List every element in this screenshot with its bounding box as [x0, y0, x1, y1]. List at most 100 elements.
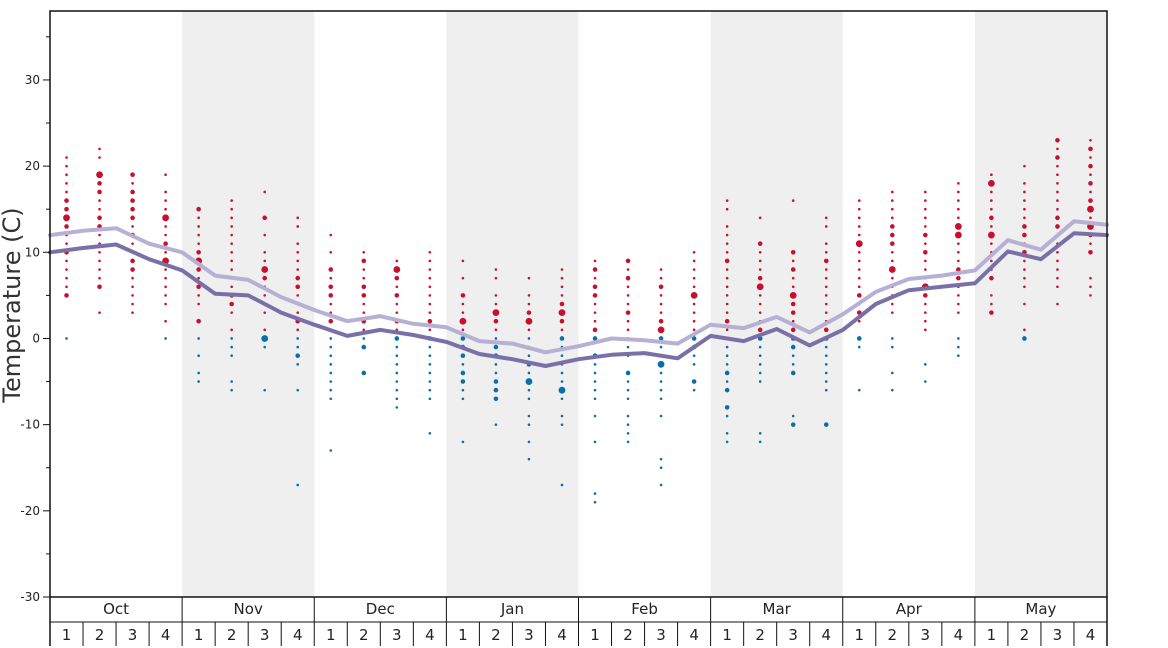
temperature-dot	[824, 354, 828, 358]
month-band-may	[974, 11, 1107, 597]
temperature-dot	[130, 258, 135, 264]
month-label: Oct	[103, 600, 129, 618]
temperature-dot	[263, 388, 267, 392]
temperature-dot	[957, 199, 960, 202]
temperature-dot	[790, 310, 796, 315]
temperature-dot	[791, 285, 795, 289]
temperature-dot	[98, 233, 101, 237]
temperature-dot	[197, 216, 200, 220]
temperature-dot	[593, 276, 597, 280]
temperature-dot	[890, 302, 894, 306]
temperature-dot	[494, 363, 498, 366]
temperature-dot	[593, 319, 597, 323]
temperature-dot	[658, 284, 664, 290]
temperature-dot	[493, 318, 499, 324]
week-label: 4	[425, 626, 435, 644]
temperature-dot	[790, 301, 796, 307]
temperature-dot	[230, 380, 233, 383]
temperature-dot	[923, 249, 928, 255]
temperature-dot	[164, 190, 167, 194]
temperature-dot	[989, 275, 994, 281]
temperature-dot	[1088, 249, 1093, 255]
temperature-dot	[725, 328, 729, 332]
temperature-dot	[924, 259, 927, 263]
week-label: 2	[227, 626, 237, 644]
temperature-dot	[626, 380, 630, 383]
temperature-dot	[494, 302, 498, 306]
temperature-dot	[593, 259, 597, 263]
temperature-dot	[329, 388, 333, 392]
temperature-dot	[924, 216, 927, 220]
temperature-dot	[295, 275, 301, 281]
temperature-dot	[1089, 173, 1092, 177]
temperature-dot	[394, 293, 400, 298]
temperature-dot	[461, 311, 465, 314]
temperature-dot	[823, 327, 829, 333]
temperature-dot	[990, 207, 993, 211]
temperature-dot	[659, 397, 663, 401]
temperature-dot	[626, 414, 630, 418]
temperature-dot	[692, 285, 696, 289]
temperature-dot	[197, 225, 200, 228]
temperature-dot	[461, 259, 465, 263]
month-band-mar	[710, 11, 843, 597]
week-label: 1	[458, 626, 468, 644]
temperature-dot	[1056, 147, 1059, 151]
temperature-dot	[296, 337, 300, 340]
temperature-dot	[890, 216, 894, 220]
week-label: 2	[623, 626, 633, 644]
temperature-dot	[824, 276, 828, 280]
temperature-dot	[692, 388, 696, 392]
temperature-dot	[428, 285, 432, 289]
temperature-dot	[97, 215, 102, 221]
temperature-dot	[296, 216, 300, 220]
temperature-dot	[724, 318, 730, 324]
temperature-dot	[362, 337, 366, 340]
week-label: 2	[491, 626, 501, 644]
temperature-dot	[957, 354, 960, 358]
temperature-dot	[1023, 199, 1026, 202]
temperature-dot	[527, 328, 531, 332]
temperature-dot	[164, 199, 167, 202]
y-tick-label: 0	[32, 331, 40, 345]
temperature-dot	[164, 233, 167, 237]
temperature-dot	[428, 250, 432, 254]
temperature-dot	[428, 388, 432, 392]
temperature-dot	[857, 345, 861, 349]
temperature-dot	[989, 215, 994, 221]
temperature-dot	[395, 311, 399, 314]
temperature-dot	[889, 224, 895, 229]
temperature-dot	[65, 337, 68, 340]
temperature-dot	[626, 319, 630, 323]
temperature-dot	[957, 302, 960, 306]
temperature-dot	[724, 405, 730, 410]
temperature-dot	[197, 276, 200, 280]
temperature-dot	[559, 318, 565, 324]
temperature-dot	[1089, 190, 1092, 194]
temperature-dot	[924, 225, 927, 228]
temperature-dot	[1023, 190, 1026, 194]
week-label: 3	[788, 626, 798, 644]
temperature-dot	[725, 268, 729, 271]
temperature-dot	[362, 311, 366, 314]
temperature-dot	[131, 276, 134, 280]
temperature-dot	[164, 337, 167, 340]
temperature-dot	[856, 336, 862, 341]
temperature-dot	[263, 250, 267, 254]
temperature-dot	[230, 328, 233, 332]
temperature-dot	[1023, 268, 1026, 271]
temperature-dot	[791, 276, 795, 280]
temperature-dot	[98, 207, 101, 211]
temperature-dot	[757, 327, 763, 333]
temperature-dot	[790, 249, 796, 255]
temperature-dot	[924, 380, 927, 383]
temperature-dot	[296, 363, 300, 366]
temperature-dot	[659, 483, 663, 487]
y-axis: -30 -20 -10 0 10 20 30	[20, 36, 50, 604]
temperature-dot	[857, 285, 861, 289]
temperature-dot	[230, 216, 233, 220]
temperature-dot	[890, 190, 894, 194]
temperature-dot	[1023, 164, 1026, 168]
temperature-dot	[626, 431, 630, 435]
temperature-dot	[1023, 216, 1026, 220]
